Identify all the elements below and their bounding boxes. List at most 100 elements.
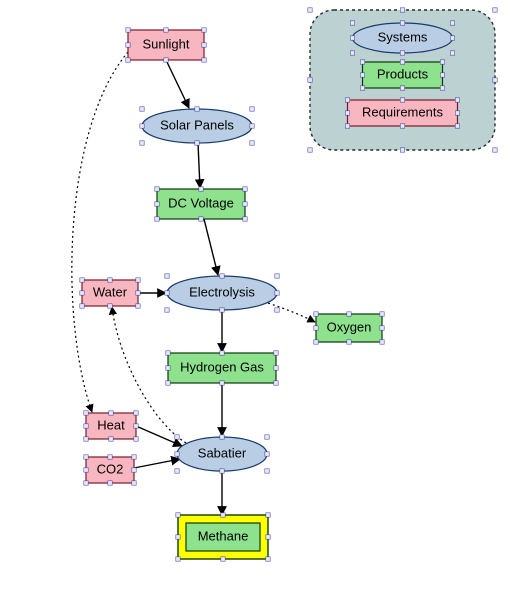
selection-handle <box>136 291 140 295</box>
selection-handle <box>84 437 88 441</box>
node-hydrogen_gas[interactable]: Hydrogen Gas <box>166 351 278 385</box>
selection-handle <box>220 435 224 439</box>
selection-handle <box>165 291 169 295</box>
selection-handle <box>350 36 354 40</box>
selection-handle <box>166 381 170 385</box>
selection-handle <box>126 28 130 32</box>
selection-handle <box>132 481 136 485</box>
selection-handle <box>175 452 179 456</box>
selection-handle <box>134 424 138 428</box>
selection-handle <box>164 28 168 32</box>
selection-handle <box>314 326 318 330</box>
selection-handle <box>132 468 136 472</box>
selection-handle <box>175 469 179 473</box>
selection-handle <box>455 111 459 115</box>
node-oxygen[interactable]: Oxygen <box>314 312 384 344</box>
selection-handle <box>80 278 84 282</box>
node-water[interactable]: Water <box>80 278 140 308</box>
node-label-sabatier: Sabatier <box>198 445 247 460</box>
selection-handle <box>155 187 159 191</box>
selection-handle <box>132 455 136 459</box>
legend-panel: SystemsProductsRequirements <box>308 8 497 152</box>
selection-handle <box>165 308 169 312</box>
selection-handle <box>80 304 84 308</box>
selection-handle <box>274 351 278 355</box>
selection-handle <box>400 86 404 90</box>
selection-handle <box>400 21 404 25</box>
selection-handle <box>243 217 247 221</box>
selection-handle <box>202 43 206 47</box>
edge-sunlight-to-solar_panels <box>166 60 189 108</box>
node-label-sunlight: Sunlight <box>143 36 190 51</box>
node-label-electrolysis: Electrolysis <box>189 284 255 299</box>
selection-handle <box>314 340 318 344</box>
node-label-oxygen: Oxygen <box>327 319 372 334</box>
selection-handle <box>126 43 130 47</box>
selection-handle <box>109 411 113 415</box>
selection-handle <box>165 274 169 278</box>
selection-handle <box>440 60 444 64</box>
selection-handle <box>493 8 497 12</box>
edge-solar_panels-to-dc_voltage <box>198 143 200 188</box>
node-label-water: Water <box>93 284 128 299</box>
selection-handle <box>250 107 254 111</box>
selection-handle <box>195 107 199 111</box>
node-solar_panels[interactable]: Solar Panels <box>140 107 254 145</box>
selection-handle <box>199 187 203 191</box>
selection-handle <box>400 51 404 55</box>
selection-handle <box>266 535 270 539</box>
node-label-co2: CO2 <box>97 461 124 476</box>
node-label-heat: Heat <box>97 417 125 432</box>
selection-handle <box>243 202 247 206</box>
selection-handle <box>176 535 180 539</box>
selection-handle <box>134 437 138 441</box>
edge-dc_voltage-to-electrolysis <box>204 219 218 275</box>
selection-handle <box>455 124 459 128</box>
selection-handle <box>84 424 88 428</box>
selection-handle <box>265 469 269 473</box>
node-heat[interactable]: Heat <box>84 411 138 441</box>
selection-handle <box>400 60 404 64</box>
selection-handle <box>265 452 269 456</box>
selection-handle <box>108 455 112 459</box>
selection-handle <box>455 98 459 102</box>
legend-requirements-label: Requirements <box>362 104 443 119</box>
selection-handle <box>345 98 349 102</box>
node-sunlight[interactable]: Sunlight <box>126 28 206 62</box>
selection-handle <box>166 351 170 355</box>
selection-handle <box>243 187 247 191</box>
selection-handle <box>195 141 199 145</box>
node-dc_voltage[interactable]: DC Voltage <box>155 187 247 221</box>
selection-handle <box>136 278 140 282</box>
selection-handle <box>84 481 88 485</box>
selection-handle <box>493 78 497 82</box>
selection-handle <box>275 308 279 312</box>
selection-handle <box>84 468 88 472</box>
selection-handle <box>400 148 404 152</box>
selection-handle <box>380 340 384 344</box>
edge-co2-to-sabatier <box>134 459 180 468</box>
selection-handle <box>140 107 144 111</box>
selection-handle <box>450 51 454 55</box>
node-label-methane: Methane <box>198 528 249 543</box>
selection-handle <box>220 308 224 312</box>
selection-handle <box>155 217 159 221</box>
node-sabatier[interactable]: Sabatier <box>175 435 269 473</box>
selection-handle <box>202 28 206 32</box>
selection-handle <box>166 366 170 370</box>
edge-sunlight-to-heat <box>72 52 128 412</box>
selection-handle <box>134 411 138 415</box>
selection-handle <box>440 73 444 77</box>
selection-handle <box>360 86 364 90</box>
node-electrolysis[interactable]: Electrolysis <box>165 274 279 312</box>
selection-handle <box>109 437 113 441</box>
selection-handle <box>380 312 384 316</box>
node-co2[interactable]: CO2 <box>84 455 136 485</box>
selection-handle <box>400 8 404 12</box>
node-label-solar_panels: Solar Panels <box>160 117 234 132</box>
selection-handle <box>275 291 279 295</box>
node-methane[interactable]: Methane <box>176 513 270 561</box>
selection-handle <box>308 78 312 82</box>
selection-handle <box>108 481 112 485</box>
selection-handle <box>400 98 404 102</box>
